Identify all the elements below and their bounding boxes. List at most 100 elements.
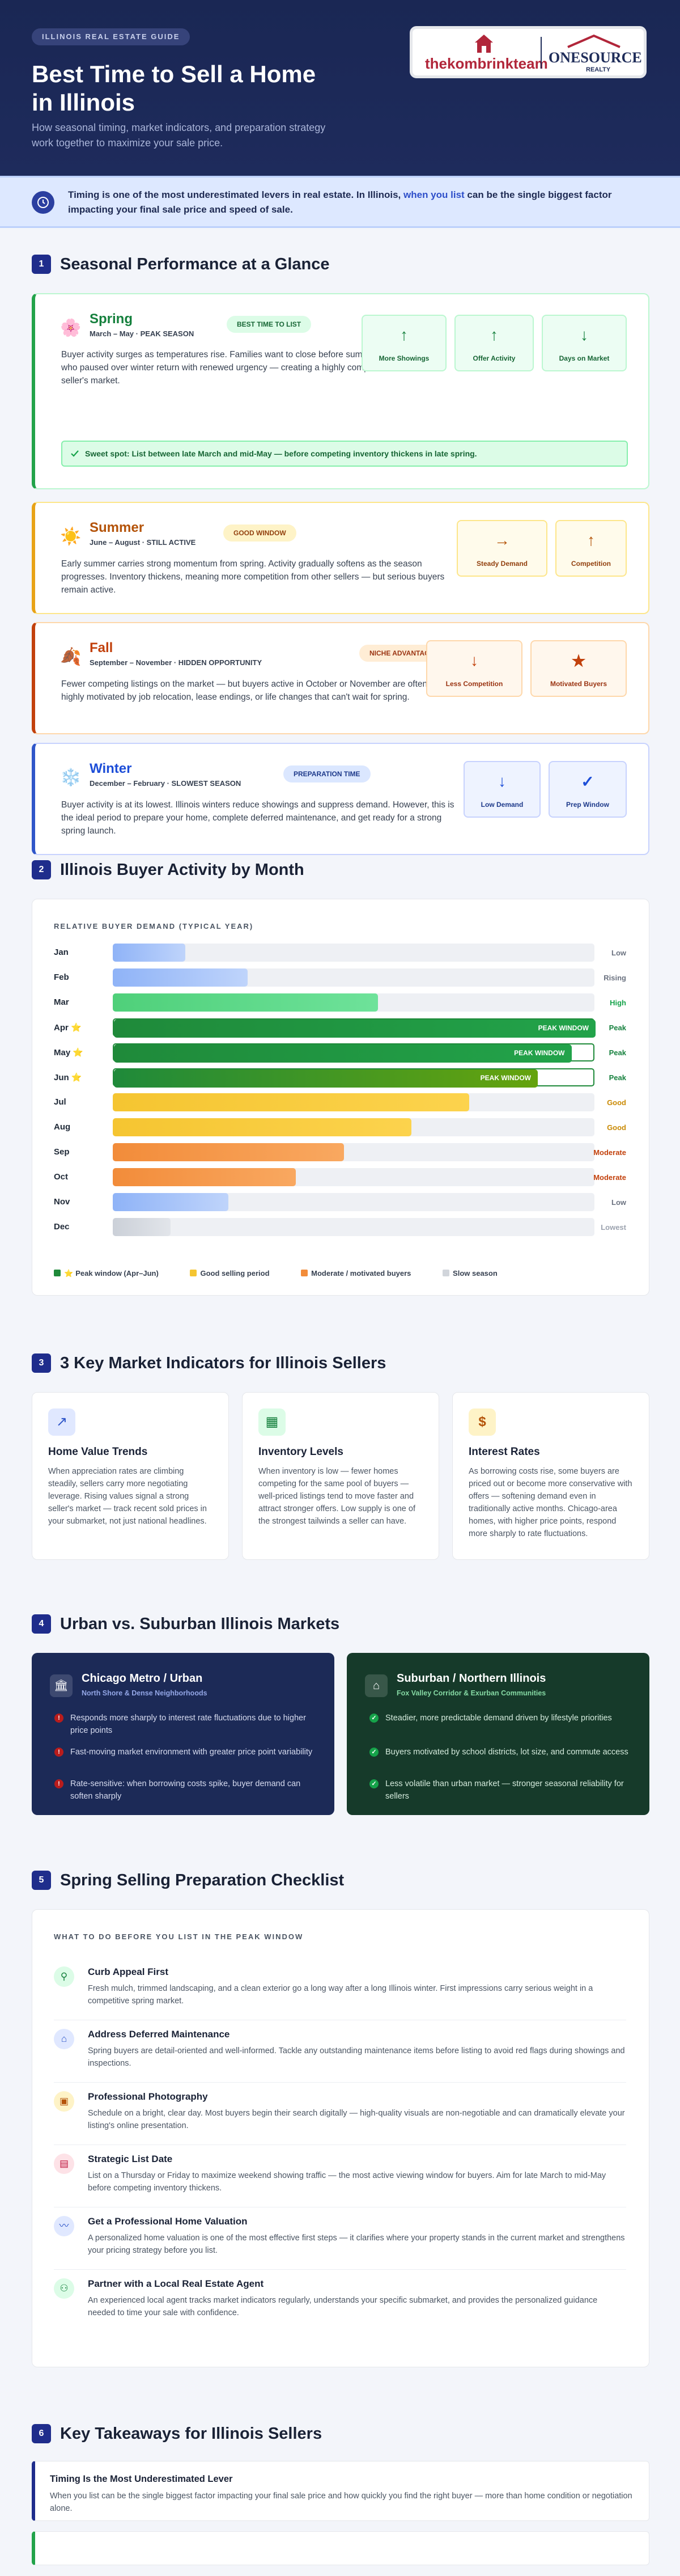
bar-track [113, 968, 594, 987]
brand-name-sub: REALTY [586, 66, 611, 73]
section-heading-checklist: 5 Spring Selling Preparation Checklist [32, 1869, 649, 1890]
clock-icon [32, 191, 54, 214]
bar [113, 1218, 171, 1236]
legend-slow: Slow season [443, 1269, 512, 1278]
bar [113, 993, 378, 1012]
bar-track: PEAK WINDOW [113, 1018, 596, 1038]
bar [113, 1118, 411, 1136]
guide-pill: ILLINOIS REAL ESTATE GUIDE [32, 28, 190, 45]
chart-row-may: May ⭐ PEAK WINDOW Peak [54, 1043, 626, 1063]
chart-row-sep: Sep Moderate [54, 1143, 626, 1161]
chart-row-jan: Jan Low [54, 944, 626, 962]
status-label: High [610, 999, 626, 1007]
list-item: ! Rate-sensitive: when borrowing costs sp… [54, 1778, 321, 1803]
bar-track [113, 944, 594, 962]
tick-label: May ⭐ [54, 1048, 84, 1058]
bar-track [113, 993, 594, 1012]
chart-row-aug: Aug Good [54, 1118, 626, 1136]
chart-row-jul: Jul Good [54, 1093, 626, 1111]
intro-text: Timing is one of the most underestimated… [68, 189, 612, 215]
indicator-tile: ↑ Offer Activity [454, 315, 534, 371]
chart-line-icon: 〰 [54, 2216, 74, 2236]
flower-icon: 🌸 [60, 319, 82, 337]
bar-track: PEAK WINDOW [113, 1043, 594, 1063]
chart-row-mar: Mar High [54, 993, 626, 1012]
status-label: Good [607, 1123, 626, 1132]
chart-row-apr: Apr ⭐ PEAK WINDOW Peak [54, 1018, 626, 1038]
tick-label: Oct [54, 1172, 69, 1182]
status-label: Moderate [593, 1173, 626, 1182]
tick-label: Jul [54, 1097, 66, 1107]
legend-peak: ⭐ Peak window (Apr–Jun) [54, 1269, 173, 1278]
bar-track [113, 1218, 594, 1236]
bar [113, 1168, 296, 1186]
status-label: Peak [609, 1073, 626, 1082]
kpi-card-interest-rates: $ Interest Rates As borrowing costs rise… [452, 1392, 649, 1560]
status-badge: BEST TIME TO LIST [227, 316, 312, 333]
legend-moderate: Moderate / motivated buyers [301, 1269, 426, 1278]
checklist-title: WHAT TO DO BEFORE YOU LIST IN THE PEAK W… [54, 1932, 304, 1941]
sweet-spot-callout: Sweet spot: List between late March and … [61, 441, 628, 467]
trend-up-icon: ↗ [48, 1408, 75, 1436]
indicator-tile: ↓ Less Competition [426, 640, 522, 697]
dollar-icon: $ [469, 1408, 496, 1436]
intro-callout: Timing is one of the most underestimated… [0, 176, 680, 228]
chart-title: RELATIVE BUYER DEMAND (TYPICAL YEAR) [54, 922, 254, 930]
status-label: Peak [609, 1023, 626, 1032]
brand-name-primary: thekombrinkteam [425, 55, 548, 72]
bar: PEAK WINDOW [114, 1044, 572, 1063]
bar: PEAK WINDOW [114, 1020, 596, 1038]
sun-icon: ☀️ [60, 527, 82, 546]
location-pin-icon: ⚲ [54, 1966, 74, 1987]
season-card-summer: ☀️ Summer June – August · STILL ACTIVE G… [32, 502, 649, 614]
kpi-card-inventory: ▦ Inventory Levels When inventory is low… [242, 1392, 439, 1560]
status-label: Good [607, 1098, 626, 1107]
section-heading-indicators: 3 3 Key Market Indicators for Illinois S… [32, 1352, 649, 1373]
page-subtitle: How seasonal timing, market indicators, … [32, 122, 326, 149]
section-heading-takeaways: 6 Key Takeaways for Illinois Sellers [32, 2423, 649, 2443]
list-item: ✓ Steadier, more predictable demand drive… [369, 1712, 636, 1724]
tick-label: Feb [54, 972, 69, 982]
roof-logo-icon [567, 34, 620, 48]
bar-track [113, 1193, 594, 1211]
indicator-tile: ↑ More Showings [362, 315, 447, 371]
list-item: ! Responds more sharply to interest rate … [54, 1712, 321, 1737]
status-label: Moderate [593, 1148, 626, 1157]
bar-track [113, 1143, 594, 1161]
bar-track [113, 1093, 594, 1111]
peak-label: PEAK WINDOW [538, 1024, 589, 1032]
bar-track [113, 1118, 594, 1136]
tick-label: Jun ⭐ [54, 1073, 82, 1082]
calendar-icon: ▤ [54, 2154, 74, 2174]
checklist-card: WHAT TO DO BEFORE YOU LIST IN THE PEAK W… [32, 1909, 649, 2367]
tick-label: Dec [54, 1222, 70, 1232]
indicator-tile: ★ Motivated Buyers [530, 640, 627, 697]
chart-row-dec: Dec Lowest [54, 1218, 626, 1236]
indicator-tile: ↓ Low Demand [464, 761, 541, 818]
tick-label: Mar [54, 997, 69, 1007]
status-label: Low [611, 949, 626, 957]
house-logo-icon [475, 35, 493, 53]
brand-logo[interactable]: thekombrinkteam ONESOURCE REALTY [410, 26, 647, 78]
building-icon: 🏛 [50, 1674, 73, 1697]
logo-divider [541, 37, 542, 69]
legend-good: Good selling period [190, 1269, 284, 1278]
list-item: ! Fast-moving market environment with gre… [54, 1746, 321, 1758]
photo-icon: ▣ [54, 2091, 74, 2112]
bar [113, 968, 248, 987]
list-item: ✓ Buyers motivated by school districts, l… [369, 1746, 636, 1758]
hero-header: ILLINOIS REAL ESTATE GUIDE Best Time to … [0, 0, 680, 176]
bar-track: PEAK WINDOW [113, 1068, 594, 1088]
tick-label: Aug [54, 1122, 71, 1132]
house-stack-icon: ▦ [258, 1408, 286, 1436]
check-icon [71, 450, 79, 457]
status-label: Rising [604, 974, 626, 982]
page-title: Best Time to Sell a Home in Illinois [32, 61, 316, 116]
chart-row-feb: Feb Rising [54, 968, 626, 987]
indicator-tile: ↓ Days on Market [542, 315, 627, 371]
indicator-tile: ↑ Competition [555, 520, 627, 577]
takeaway-card [32, 2531, 649, 2565]
brand-name-secondary: ONESOURCE [549, 49, 642, 66]
snowflake-icon: ❄️ [60, 768, 82, 787]
list-item: ✓ Less volatile than urban market — stron… [369, 1778, 636, 1803]
